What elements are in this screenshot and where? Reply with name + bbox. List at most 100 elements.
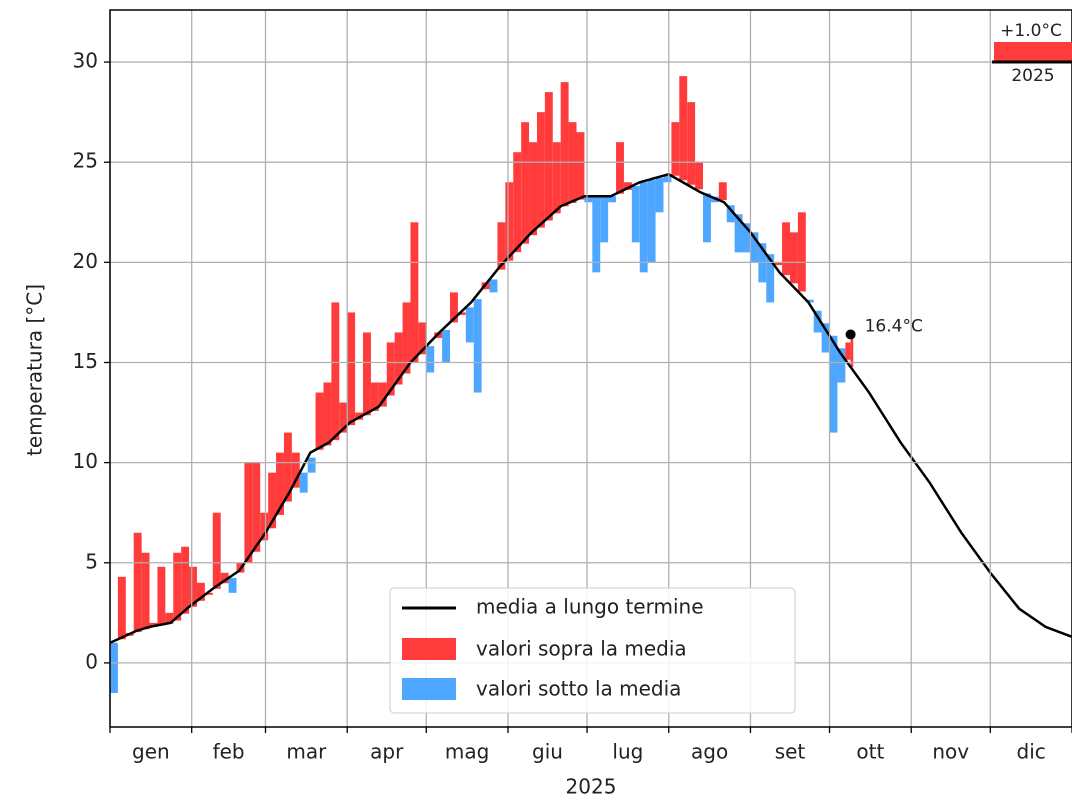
daily-bar [378, 382, 387, 407]
daily-bar [718, 182, 727, 201]
daily-bar [141, 552, 150, 630]
daily-bar [679, 76, 688, 181]
anomaly-year: 2025 [1011, 66, 1054, 86]
legend-swatch [402, 638, 456, 660]
legend-label: valori sotto la media [476, 677, 681, 701]
legend-box [389, 587, 796, 714]
anomaly-label: +1.0°C [1000, 21, 1062, 41]
daily-bar [442, 329, 450, 363]
daily-bar [821, 323, 830, 353]
legend-label: valori sopra la media [476, 637, 687, 661]
daily-bar [244, 462, 253, 564]
daily-bar [410, 222, 419, 363]
daily-bar [521, 122, 530, 244]
x-axis-label: 2025 [566, 775, 617, 799]
daily-bar [592, 196, 601, 273]
daily-bar [774, 262, 783, 266]
daily-bar [449, 292, 458, 323]
daily-bar [117, 576, 126, 640]
daily-bar [268, 472, 277, 529]
daily-bar [228, 577, 237, 593]
daily-bar [529, 142, 537, 236]
x-tick-label: apr [370, 740, 404, 764]
daily-bar [813, 310, 822, 333]
daily-bar [347, 312, 356, 426]
daily-bar [837, 348, 846, 383]
y-tick-label: 30 [73, 49, 98, 73]
daily-bar [299, 472, 308, 493]
daily-bar [513, 152, 522, 253]
daily-bar [687, 102, 696, 185]
daily-bar [189, 566, 197, 607]
frame [109, 9, 1072, 728]
daily-bar [789, 232, 798, 284]
daily-bar [695, 162, 704, 190]
daily-bar [623, 182, 632, 190]
daily-bar [608, 196, 617, 203]
legend-swatch [402, 678, 456, 700]
daily-bar [616, 142, 624, 194]
daily-bar [323, 382, 332, 446]
daily-bar [402, 302, 411, 374]
daily-bar [260, 512, 269, 541]
daily-bar [576, 132, 585, 200]
daily-bar [782, 222, 790, 276]
daily-bar [386, 342, 395, 396]
daily-bar [734, 214, 743, 253]
daily-bar [173, 552, 182, 621]
daily-bar [426, 346, 435, 373]
daily-bar [307, 457, 316, 473]
daily-bar [418, 322, 427, 355]
daily-bar [560, 82, 569, 207]
daily-bar [165, 612, 174, 624]
daily-bar [797, 212, 806, 292]
daily-bar [647, 180, 656, 263]
x-tick-label: gen [132, 740, 170, 764]
daily-bar [212, 512, 221, 589]
daily-bar [536, 112, 545, 228]
daily-bar [703, 193, 711, 243]
daily-bar [497, 222, 506, 270]
daily-bar [110, 642, 118, 693]
daily-bar [394, 332, 403, 385]
daily-bar [157, 566, 166, 626]
daily-bar [726, 205, 735, 223]
x-tick-label: set [775, 740, 806, 764]
plot [110, 76, 1072, 693]
daily-bar [829, 335, 838, 433]
y-axis-label: temperatura [°C] [23, 284, 47, 456]
y-tick-label: 15 [73, 349, 98, 373]
daily-bar [465, 307, 474, 343]
daily-bar [291, 452, 300, 488]
y-tick-label: 0 [85, 649, 98, 673]
daily-bar [552, 142, 561, 214]
y-tick-label: 10 [73, 449, 98, 473]
daily-bar [489, 279, 498, 293]
daily-bar [283, 432, 292, 502]
daily-bar [671, 122, 680, 176]
last-point [845, 329, 856, 340]
x-tick-label: lug [612, 740, 643, 764]
daily-bar [473, 299, 482, 393]
x-tick-label: dic [1017, 740, 1046, 764]
mean-line [110, 172, 1072, 645]
daily-bar [363, 332, 371, 416]
daily-bar [845, 342, 851, 360]
daily-bar [505, 182, 514, 261]
legend: media a lungo termine valori sopra la med… [389, 587, 796, 714]
daily-bar [196, 582, 205, 601]
daily-bar [315, 392, 324, 450]
daily-bar [276, 452, 284, 515]
y-tick-label: 5 [85, 549, 98, 573]
daily-bar [584, 196, 593, 203]
daily-bar [850, 334, 854, 368]
daily-bar [544, 92, 553, 221]
daily-bar [457, 312, 466, 315]
daily-bar [631, 186, 640, 243]
daily-bar [766, 254, 775, 303]
daily-bar [750, 232, 759, 263]
daily-bar [805, 299, 814, 303]
x-tick-label: feb [213, 740, 245, 764]
x-tick-label: ott [856, 740, 884, 764]
